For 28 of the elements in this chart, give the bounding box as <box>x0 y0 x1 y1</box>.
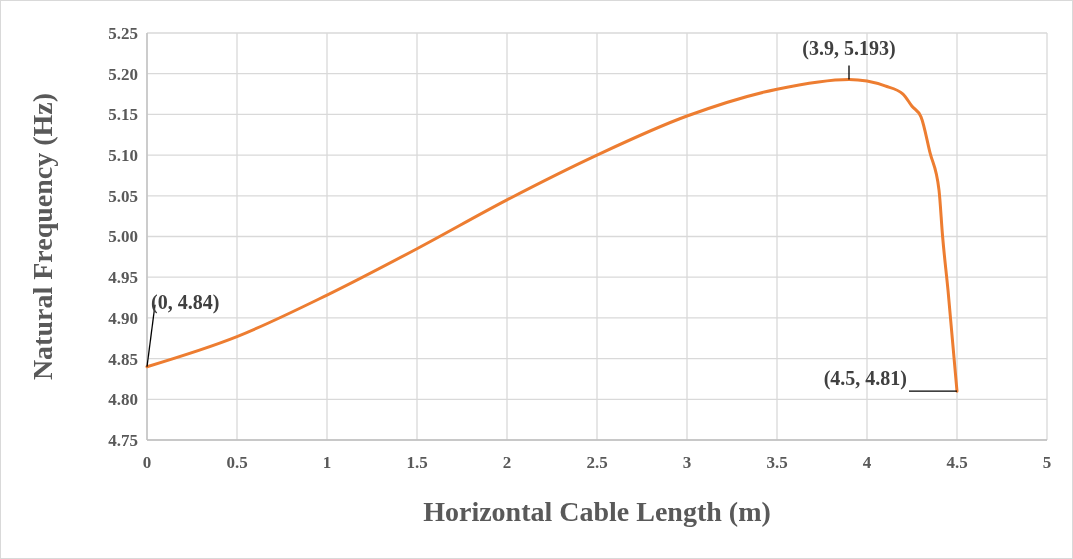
x-tick-label: 1.5 <box>406 453 428 472</box>
y-tick-label: 4.85 <box>108 349 138 369</box>
x-tick-label: 1 <box>322 453 332 472</box>
y-tick-label: 5.00 <box>108 227 138 247</box>
y-tick-label: 5.15 <box>108 105 138 125</box>
x-axis-title: Horizontal Cable Length (m) <box>423 496 771 527</box>
line-series <box>145 77 959 393</box>
y-tick-label: 4.95 <box>108 268 138 288</box>
y-tick-label: 5.20 <box>108 64 138 84</box>
y-axis-title: Natural Frequency (Hz) <box>27 92 58 381</box>
x-tick-label: 3 <box>682 453 692 472</box>
x-tick-label: 2.5 <box>586 453 608 472</box>
annotation: (4.5, 4.81) <box>823 367 907 391</box>
annotation: (0, 4.84) <box>151 290 220 314</box>
x-tick-label: 3.5 <box>766 453 788 472</box>
y-tick-label: 5.25 <box>108 23 138 43</box>
y-tick-label: 4.80 <box>108 390 138 410</box>
x-tick-label: 0 <box>142 453 152 472</box>
annotation: (3.9, 5.193) <box>802 37 896 61</box>
x-tick-label: 5 <box>1042 453 1052 472</box>
y-tick-label: 5.05 <box>108 186 138 206</box>
y-tick-label: 5.10 <box>108 146 138 166</box>
x-tick-label: 2 <box>502 453 512 472</box>
x-tick-label: 4 <box>862 453 872 472</box>
x-tick-label: 4.5 <box>946 453 968 472</box>
y-tick-label: 4.90 <box>108 308 138 328</box>
y-tick-label: 4.75 <box>108 430 138 450</box>
x-tick-label: 0.5 <box>226 453 248 472</box>
